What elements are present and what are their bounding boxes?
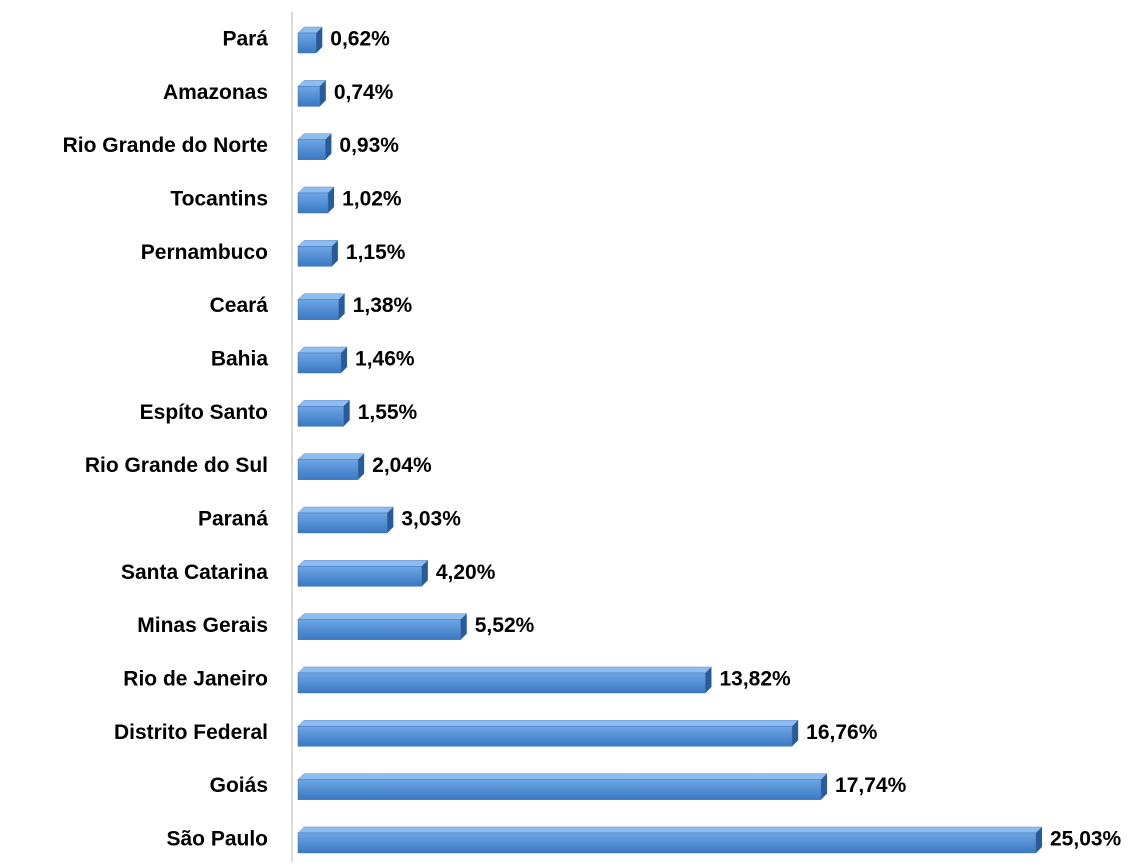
bar-side bbox=[792, 720, 799, 747]
bar bbox=[297, 619, 462, 640]
bar bbox=[297, 512, 388, 534]
bar-top bbox=[297, 293, 346, 300]
bar-top bbox=[297, 666, 713, 674]
bar-side bbox=[821, 773, 828, 800]
category-label: Ceará bbox=[210, 294, 269, 317]
value-label: 0,62% bbox=[330, 28, 390, 51]
bar-top bbox=[297, 613, 468, 620]
bar bbox=[297, 299, 339, 320]
value-label: 0,74% bbox=[334, 81, 394, 104]
bar bbox=[297, 139, 326, 160]
bar-top bbox=[297, 453, 365, 460]
value-label: 2,04% bbox=[372, 454, 432, 477]
value-label: 16,76% bbox=[806, 721, 878, 744]
value-label: 0,93% bbox=[339, 134, 399, 157]
value-label: 3,03% bbox=[401, 508, 461, 531]
bar bbox=[297, 832, 1037, 854]
bar-top bbox=[297, 240, 339, 247]
category-label: Paraná bbox=[198, 508, 268, 531]
category-label: Distrito Federal bbox=[114, 721, 268, 744]
value-label: 17,74% bbox=[835, 774, 907, 797]
bar-top bbox=[297, 400, 351, 407]
bar-side bbox=[421, 560, 428, 587]
bar-top bbox=[297, 773, 828, 780]
category-label: São Paulo bbox=[166, 827, 268, 850]
bar-side bbox=[328, 186, 335, 213]
category-label: Amazonas bbox=[163, 81, 268, 104]
category-label: Goiás bbox=[210, 774, 268, 797]
bar bbox=[297, 192, 329, 214]
bar-top bbox=[297, 186, 335, 194]
value-label: 13,82% bbox=[719, 668, 791, 691]
bar-side bbox=[316, 27, 323, 53]
value-label: 1,02% bbox=[342, 188, 402, 211]
bar bbox=[297, 459, 359, 480]
value-label: 1,55% bbox=[358, 401, 418, 424]
value-label: 5,52% bbox=[475, 614, 535, 637]
category-label: Minas Gerais bbox=[137, 614, 268, 637]
bar bbox=[297, 566, 423, 587]
category-label: Rio Grande do Norte bbox=[63, 134, 268, 157]
bar bbox=[297, 672, 706, 694]
category-label: Bahia bbox=[211, 348, 269, 371]
category-label: Rio de Janeiro bbox=[123, 668, 268, 691]
bar-top bbox=[297, 720, 799, 727]
value-label: 4,20% bbox=[436, 561, 496, 584]
bar-side bbox=[338, 293, 345, 320]
bar-side bbox=[1036, 826, 1042, 853]
bar-side bbox=[460, 613, 467, 640]
value-label: 1,38% bbox=[353, 294, 413, 317]
bar-side bbox=[343, 400, 350, 427]
bar-side bbox=[319, 80, 326, 107]
bar-side bbox=[387, 506, 394, 533]
bar bbox=[297, 726, 793, 747]
bar bbox=[297, 406, 344, 427]
value-label: 1,46% bbox=[355, 348, 415, 371]
category-label: Espíto Santo bbox=[140, 401, 268, 424]
bar bbox=[297, 352, 342, 374]
bar-top bbox=[297, 560, 429, 567]
category-label: Tocantins bbox=[170, 188, 268, 211]
bar-side bbox=[705, 666, 712, 693]
bar-side bbox=[358, 453, 365, 480]
bar-side bbox=[331, 240, 338, 267]
bar-top bbox=[297, 506, 394, 514]
category-label: Rio Grande do Sul bbox=[85, 454, 268, 477]
category-label: Santa Catarina bbox=[121, 561, 268, 584]
value-label: 25,03% bbox=[1050, 827, 1122, 850]
bar bbox=[297, 32, 317, 54]
bar bbox=[297, 246, 333, 267]
bar-top bbox=[297, 826, 1043, 834]
bar-top bbox=[297, 346, 348, 354]
bar bbox=[297, 86, 321, 107]
bar-side bbox=[341, 346, 348, 373]
bar-side bbox=[325, 133, 332, 160]
category-label: Pernambuco bbox=[141, 241, 268, 264]
value-label: 1,15% bbox=[346, 241, 406, 264]
bar bbox=[297, 779, 822, 800]
category-label: Pará bbox=[222, 28, 268, 51]
